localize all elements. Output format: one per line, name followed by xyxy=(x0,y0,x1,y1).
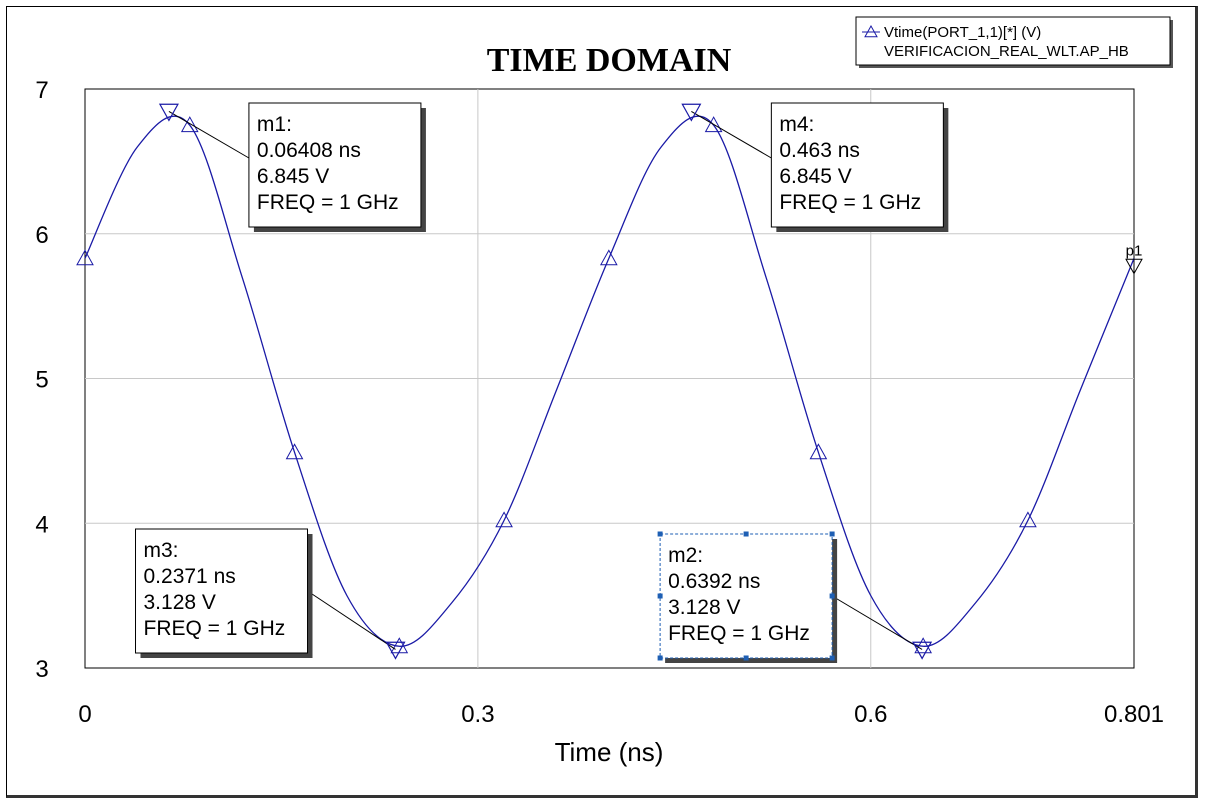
axis-ticks: 0 0.3 0.6 0.801 3 4 5 6 7 xyxy=(35,77,1164,728)
selection-handle[interactable] xyxy=(829,593,835,599)
series-marker-triangle xyxy=(285,443,304,460)
marker-readout-line: m2: xyxy=(668,544,703,567)
marker-box[interactable] xyxy=(770,102,944,228)
marker-readout-line: 6.845 V xyxy=(779,165,851,188)
grid xyxy=(84,88,1135,669)
marker-readout-line: FREQ = 1 GHz xyxy=(668,622,810,645)
marker-readout-line: 3.128 V xyxy=(668,596,740,619)
legend-series-source: VERIFICACION_REAL_WLT.AP_HB xyxy=(884,43,1129,60)
x-tick-label: 0.3 xyxy=(461,701,494,728)
series-marker-triangle xyxy=(809,443,828,460)
y-tick-label: 5 xyxy=(35,367,48,394)
marker-leader-line xyxy=(307,590,396,650)
series-marker-triangle xyxy=(704,116,723,133)
marker-readout-line: 0.2371 ns xyxy=(144,565,236,588)
marker-triangle xyxy=(158,103,179,122)
selection-handle[interactable] xyxy=(657,593,663,599)
marker-triangle xyxy=(912,641,933,660)
marker-m2[interactable]: m2: 0.6392 ns 3.128 V FREQ = 1 GHz xyxy=(657,531,933,664)
marker-readout-line: m1: xyxy=(257,113,292,136)
marker-readout-line: FREQ = 1 GHz xyxy=(779,191,921,214)
x-tick-label: 0.801 xyxy=(1104,701,1164,728)
x-axis-label: Time (ns) xyxy=(555,737,664,767)
chart-title: TIME DOMAIN xyxy=(487,42,732,79)
selection-handle[interactable] xyxy=(829,531,835,537)
y-tick-label: 4 xyxy=(35,511,48,538)
end-marker-label: p1 xyxy=(1126,243,1143,260)
legend-marker-icon xyxy=(864,24,878,38)
selection-handle[interactable] xyxy=(829,655,835,661)
legend: Vtime(PORT_1,1)[*] (V) VERIFICACION_REAL_… xyxy=(855,16,1173,68)
marker-m3[interactable]: m3: 0.2371 ns 3.128 V FREQ = 1 GHz xyxy=(135,528,406,660)
y-tick-label: 6 xyxy=(35,222,48,249)
marker-readout-line: 0.463 ns xyxy=(779,139,860,162)
series-marker-triangle xyxy=(180,116,199,133)
series-marker-triangle xyxy=(1019,511,1037,528)
x-tick-label: 0 xyxy=(78,701,91,728)
marker-readout-line: m3: xyxy=(144,539,179,562)
series-marker-triangle xyxy=(76,249,94,266)
marker-m1[interactable]: m1: 0.06408 ns 6.845 V FREQ = 1 GHz xyxy=(158,102,426,232)
selection-handle[interactable] xyxy=(657,531,663,537)
marker-readout-line: 6.845 V xyxy=(257,165,329,188)
selection-handle[interactable] xyxy=(743,531,749,537)
y-tick-label: 3 xyxy=(35,656,48,683)
series-marker-triangle xyxy=(914,637,933,654)
marker-triangle xyxy=(681,103,702,122)
selection-handle[interactable] xyxy=(743,655,749,661)
marker-m4[interactable]: m4: 0.463 ns 6.845 V FREQ = 1 GHz xyxy=(681,102,949,232)
marker-triangle xyxy=(385,641,406,660)
series-marker-triangle xyxy=(495,511,513,528)
series-layer xyxy=(76,115,1135,654)
x-tick-label: 0.6 xyxy=(854,701,887,728)
y-tick-label: 7 xyxy=(35,77,48,104)
marker-readout-line: 0.06408 ns xyxy=(257,139,361,162)
marker-leader-line xyxy=(831,595,923,650)
marker-box[interactable] xyxy=(248,102,422,228)
marker-readout-line: FREQ = 1 GHz xyxy=(144,617,286,640)
marker-readout-line: FREQ = 1 GHz xyxy=(257,191,399,214)
end-marker-triangle[interactable] xyxy=(1125,258,1143,275)
marker-readout-line: m4: xyxy=(779,113,814,136)
legend-series-name: Vtime(PORT_1,1)[*] (V) xyxy=(884,24,1041,41)
marker-leader-line xyxy=(168,111,250,159)
plot-window xyxy=(6,6,1198,798)
marker-leader-line xyxy=(691,111,772,159)
legend-box xyxy=(855,16,1171,66)
series-line xyxy=(84,115,1135,647)
marker-layer[interactable]: m1: 0.06408 ns 6.845 V FREQ = 1 GHz m4: 0.463… xyxy=(135,102,1143,664)
marker-readout-line: 3.128 V xyxy=(144,591,216,614)
series-marker-triangle xyxy=(599,249,618,266)
selection-handle[interactable] xyxy=(657,655,663,661)
marker-box[interactable] xyxy=(135,528,309,654)
marker-readout-line: 0.6392 ns xyxy=(668,570,760,593)
marker-box[interactable] xyxy=(659,533,833,659)
